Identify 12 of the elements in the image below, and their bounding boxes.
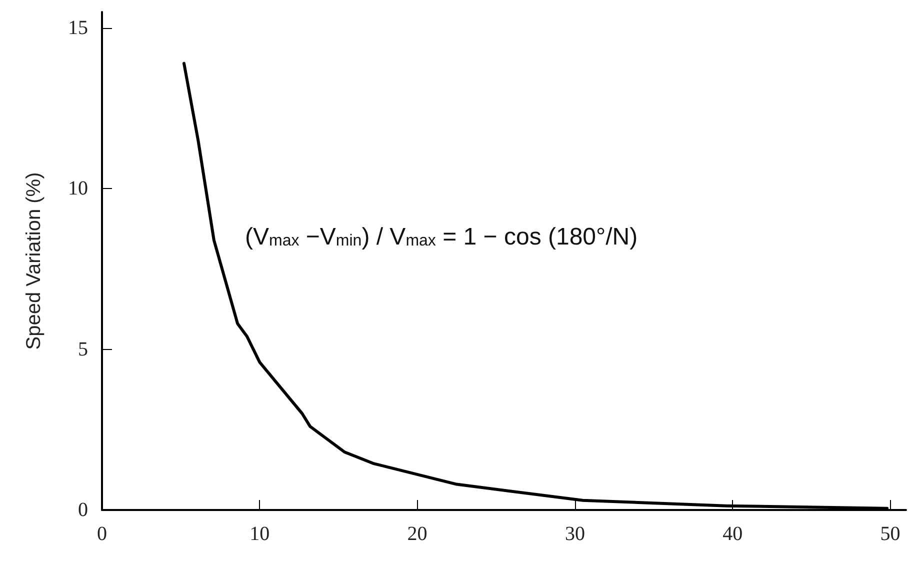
x-tick-label: 20 <box>407 523 428 545</box>
x-tick-label: 0 <box>97 523 107 545</box>
x-tick-label: 10 <box>250 523 270 545</box>
y-tick-label: 5 <box>78 338 88 360</box>
y-tick-label: 15 <box>68 17 88 40</box>
y-tick-label: 0 <box>78 499 88 521</box>
annotation: (Vmax −Vmin) / Vmax = 1 − cos (180°/N) <box>245 224 638 250</box>
x-tick-label: 40 <box>722 523 743 545</box>
y-axis-title: Speed Variation (%) <box>23 172 45 350</box>
x-tick-label: 30 <box>564 523 585 545</box>
y-tick-label: 10 <box>68 178 88 200</box>
x-tick-label: 50 <box>880 523 900 545</box>
